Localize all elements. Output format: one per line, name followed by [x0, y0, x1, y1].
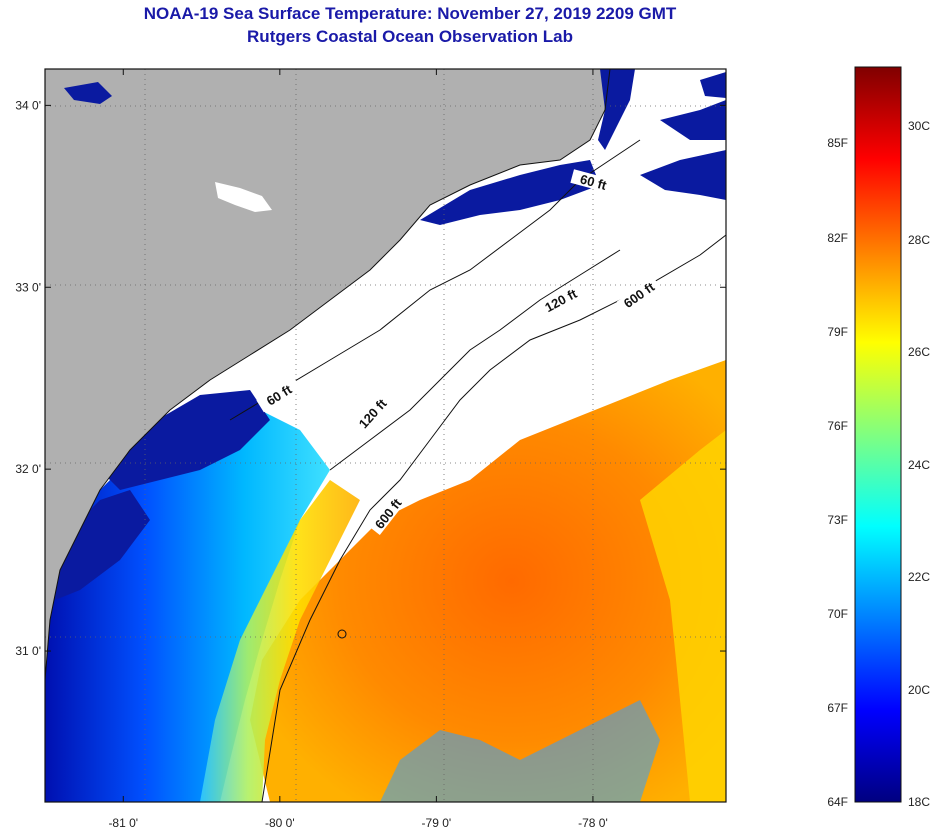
- colorbar-c-label: 30C: [908, 119, 930, 133]
- map-subtitle: Rutgers Coastal Ocean Observation Lab: [247, 27, 573, 46]
- contour-label-bg: [616, 276, 661, 314]
- mid-shelf-transition: [200, 480, 360, 802]
- latitude-ticks: 34 0' 33 0' 32 0' 31 0': [15, 98, 726, 658]
- contour-label-bg: [368, 491, 407, 536]
- land-cloud-patch: [215, 182, 272, 212]
- inland-water: [64, 82, 112, 104]
- gulf-stream-warm-water: [250, 360, 726, 802]
- contour-label-bg: [537, 283, 584, 317]
- colorbar-c-label: 20C: [908, 683, 930, 697]
- map-frame: [44, 68, 727, 803]
- lon-tick-label: -78 0': [578, 816, 608, 830]
- colorbar-c-label: 22C: [908, 570, 930, 584]
- lat-tick-label: 31 0': [15, 644, 41, 658]
- contour-60ft: [229, 139, 641, 421]
- lon-tick-label: -80 0': [265, 816, 295, 830]
- map-title: NOAA-19 Sea Surface Temperature: Novembe…: [143, 4, 677, 23]
- colorbar-f-label: 73F: [827, 513, 848, 527]
- colorbar-c-label: 28C: [908, 233, 930, 247]
- colorbar-f-label: 85F: [827, 136, 848, 150]
- coastline: [45, 69, 611, 681]
- lon-tick-label: -79 0': [422, 816, 452, 830]
- contour-label: 60 ft: [578, 171, 608, 193]
- southern-mixing-plume: [380, 700, 660, 802]
- colorbar-c-label: 24C: [908, 458, 930, 472]
- colorbar-f-label: 70F: [827, 607, 848, 621]
- graticule: [45, 69, 726, 802]
- lat-tick-label: 34 0': [15, 98, 41, 112]
- colorbar-celsius-labels: 30C 28C 26C 24C 22C 20C 18C: [908, 119, 930, 809]
- contour-120ft: [329, 249, 621, 471]
- colorbar-c-label: 18C: [908, 795, 930, 809]
- colorbar-f-label: 76F: [827, 419, 848, 433]
- contour-label-bg: [256, 377, 302, 413]
- cold-shelf-water: [45, 390, 330, 802]
- colorbar-f-label: 67F: [827, 701, 848, 715]
- contour-label-bg: [570, 169, 617, 195]
- colorbar-f-label: 82F: [827, 231, 848, 245]
- lat-tick-label: 32 0': [15, 462, 41, 476]
- lat-tick-label: 33 0': [15, 280, 41, 294]
- colorbar-f-label: 64F: [827, 795, 848, 809]
- contour-label-bg: [352, 392, 393, 435]
- eastern-warm-margin: [640, 430, 726, 802]
- colorbar: [854, 66, 902, 803]
- lon-tick-label: -81 0': [108, 816, 138, 830]
- colorbar-f-label: 79F: [827, 325, 848, 339]
- colorbar-fahrenheit-labels: 85F 82F 79F 76F 73F 70F 67F 64F: [827, 136, 848, 809]
- longitude-ticks: -81 0' -80 0' -79 0' -78 0': [108, 69, 608, 830]
- land-mass: [45, 69, 610, 680]
- colorbar-c-label: 26C: [908, 345, 930, 359]
